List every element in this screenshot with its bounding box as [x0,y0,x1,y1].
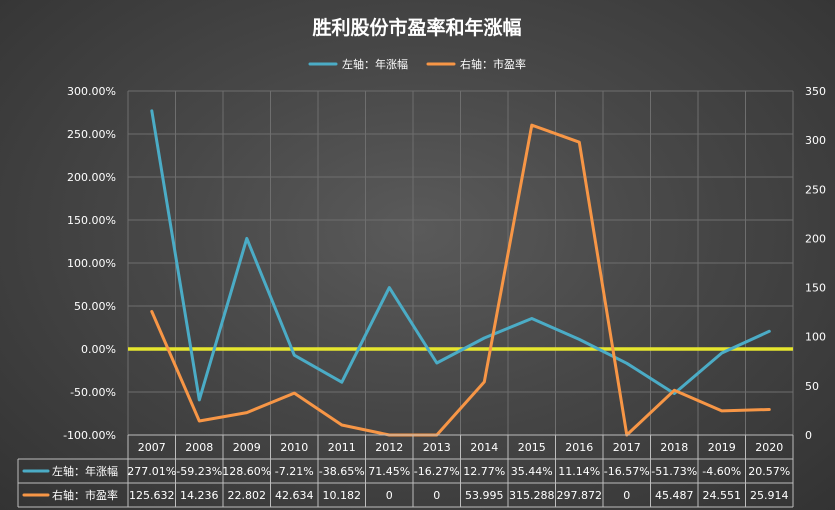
left-tick-label: 0.00% [81,343,116,356]
table-cell: 315.288 [509,489,555,502]
left-tick-label: 100.00% [67,257,116,270]
table-cell: 277.01% [127,465,176,478]
table-cell: 22.802 [228,489,267,502]
table-cell: -38.65% [319,465,365,478]
table-cell: 128.60% [222,465,271,478]
data-table: 2007 2008 2009 2010 2011 2012 2013 2014 2015 2016… [17,434,794,508]
table-cell: 24.551 [703,489,742,502]
chart-title: 胜利股份市盈率和年涨幅 [312,16,521,39]
table-cell: 20.57% [748,465,790,478]
legend-entry: 右轴：市盈率 [460,57,526,71]
table-cell: -51.73% [651,465,697,478]
right-tick-label: 0 [805,429,812,442]
table-cell: 125.632 [129,489,175,502]
table-cell: 14.236 [180,489,219,502]
table-cell: -16.57% [604,465,650,478]
table-cell: 297.872 [557,489,603,502]
category-label: 2007 [138,441,166,454]
category-label: 2012 [375,441,403,454]
legend: 左轴：年涨幅 右轴：市盈率 [308,57,526,71]
left-tick-label: 50.00% [74,300,116,313]
table-cell: 25.914 [750,489,789,502]
right-tick-label: 350 [805,85,826,98]
category-label: 2011 [328,441,356,454]
right-tick-label: 150 [805,282,826,295]
left-tick-label: 300.00% [67,85,116,98]
left-tick-label: -50.00% [70,386,116,399]
right-tick-label: 250 [805,183,826,196]
table-cell: 53.995 [465,489,504,502]
category-label: 2009 [233,441,261,454]
category-label: 2008 [185,441,213,454]
series-line-annual-change [150,109,771,402]
gridlines [127,90,794,436]
table-cell: -59.23% [176,465,222,478]
category-label: 2020 [755,441,783,454]
table-cell: 10.182 [323,489,362,502]
right-tick-label: 50 [805,380,819,393]
series-line-pe-ratio [150,123,771,437]
table-cell: 42.634 [275,489,314,502]
category-label: 2015 [518,441,546,454]
table-cell: 71.45% [368,465,410,478]
category-label: 2019 [708,441,736,454]
left-tick-label: -100.00% [63,429,116,442]
right-axis: 0 50 100 150 200 250 300 350 [805,85,826,442]
table-cell: 0 [386,489,393,502]
right-tick-label: 200 [805,232,826,245]
table-row-header: 右轴：市盈率 [52,488,118,502]
category-label: 2014 [470,441,498,454]
plot-series [150,109,771,437]
left-tick-label: 250.00% [67,128,116,141]
left-tick-label: 200.00% [67,171,116,184]
table-cell: 11.14% [558,465,600,478]
table-cell: 35.44% [511,465,553,478]
legend-entry: 左轴：年涨幅 [342,57,408,71]
category-label: 2018 [660,441,688,454]
left-axis: -100.00% -50.00% 0.00% 50.00% 100.00% 150.00%… [63,85,116,442]
table-row-header: 左轴：年涨幅 [52,464,118,478]
right-tick-label: 300 [805,134,826,147]
table-cell: -4.60% [702,465,741,478]
category-label: 2010 [280,441,308,454]
table-cell: -16.27% [414,465,460,478]
category-label: 2016 [565,441,593,454]
table-cell: 12.77% [463,465,505,478]
category-label: 2017 [613,441,641,454]
table-cell: 45.487 [655,489,694,502]
right-tick-label: 100 [805,331,826,344]
left-tick-label: 150.00% [67,214,116,227]
table-cell: -7.21% [275,465,314,478]
table-cell: 0 [623,489,630,502]
category-label: 2013 [423,441,451,454]
table-cell: 0 [433,489,440,502]
